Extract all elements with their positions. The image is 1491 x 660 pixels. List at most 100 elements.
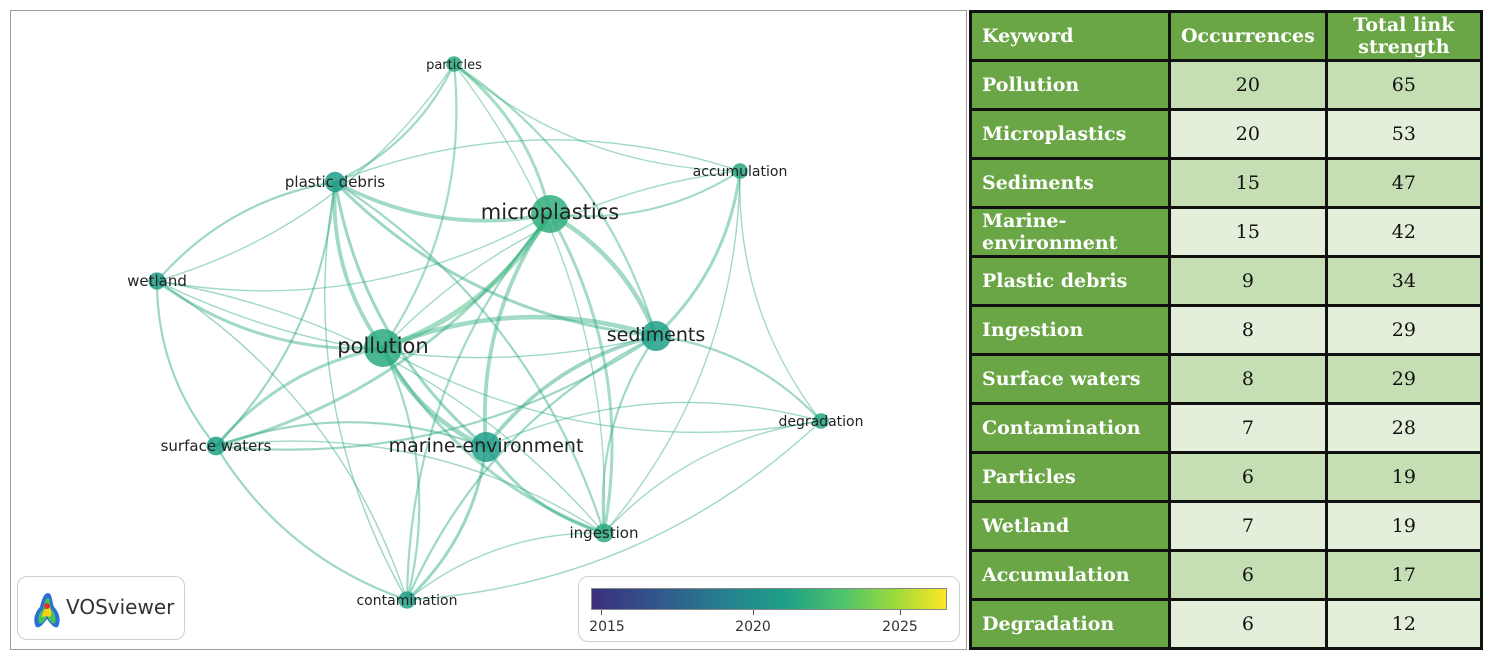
header-occurrences: Occurrences [1168, 10, 1328, 62]
network-link [324, 181, 408, 601]
network-link [381, 347, 605, 535]
network-link [156, 280, 605, 534]
node-label-particles: particles [426, 58, 482, 73]
node-label-microplastics: microplastics [481, 200, 619, 224]
link-strength-cell: 65 [1324, 59, 1484, 111]
network-link [214, 346, 384, 447]
network-link [156, 213, 551, 292]
network-link [333, 181, 487, 449]
network-link [485, 401, 822, 448]
occurrences-cell: 15 [1168, 157, 1328, 209]
node-pollution[interactable] [364, 329, 402, 367]
network-links [155, 62, 822, 602]
occurrences-cell: 9 [1168, 255, 1328, 307]
occurrences-cell: 6 [1168, 598, 1328, 650]
keyword-cell: Wetland [969, 500, 1171, 552]
network-link [484, 334, 657, 449]
occurrences-cell: 7 [1168, 402, 1328, 454]
link-strength-cell: 34 [1324, 255, 1484, 307]
scale-label-2015: 2015 [589, 619, 625, 635]
network-link [549, 170, 741, 218]
occurrences-cell: 6 [1168, 549, 1328, 601]
year-gradient-bar [591, 588, 947, 610]
network-link [482, 212, 552, 448]
node-wetland[interactable] [148, 272, 166, 290]
table-row: Particles 6 19 [969, 451, 1484, 503]
keyword-cell: Contamination [969, 402, 1171, 454]
node-ingestion[interactable] [594, 523, 614, 543]
node-plastic-debris[interactable] [324, 171, 346, 193]
network-link [406, 420, 822, 601]
occurrences-cell: 6 [1168, 451, 1328, 503]
keyword-table: Keyword Occurrences Total link strength … [969, 10, 1484, 650]
link-strength-cell: 17 [1324, 549, 1484, 601]
table-row: Surface waters 8 29 [969, 353, 1484, 405]
scale-tick-2025 [900, 610, 901, 615]
occurrences-cell: 20 [1168, 59, 1328, 111]
node-label-ingestion: ingestion [570, 524, 639, 542]
table-row: Wetland 7 19 [969, 500, 1484, 552]
network-link [215, 440, 605, 534]
table-row: Plastic debris 9 34 [969, 255, 1484, 307]
node-contamination[interactable] [398, 591, 416, 609]
network-link [215, 181, 337, 447]
node-microplastics[interactable] [531, 195, 569, 233]
link-strength-cell: 28 [1324, 402, 1484, 454]
node-particles[interactable] [446, 56, 462, 72]
network-link [603, 420, 822, 534]
scale-label-2025: 2025 [882, 619, 918, 635]
link-strength-cell: 42 [1324, 206, 1484, 258]
keyword-cell: Surface waters [969, 353, 1171, 405]
network-link [382, 314, 657, 351]
link-strength-cell: 29 [1324, 304, 1484, 356]
table-row: Contamination 7 28 [969, 402, 1484, 454]
node-label-sediments: sediments [607, 324, 706, 346]
node-degradation[interactable] [813, 413, 829, 429]
network-link [215, 335, 657, 451]
network-link [548, 213, 614, 534]
network-link [156, 280, 408, 601]
network-link [453, 62, 552, 215]
network-link [405, 213, 551, 601]
table-header-row: Keyword Occurrences Total link strength [969, 10, 1484, 62]
node-label-plastic-debris: plastic debris [285, 173, 385, 191]
network-link [155, 280, 217, 447]
keyword-cell: Pollution [969, 59, 1171, 111]
occurrences-cell: 20 [1168, 108, 1328, 160]
occurrences-cell: 7 [1168, 500, 1328, 552]
network-link [484, 446, 605, 535]
table-row: Ingestion 8 29 [969, 304, 1484, 356]
table-row: Sediments 15 47 [969, 157, 1484, 209]
keyword-cell: Sediments [969, 157, 1171, 209]
header-keyword: Keyword [969, 10, 1171, 62]
keyword-cell: Marine-environment [969, 206, 1171, 258]
network-link [382, 63, 458, 349]
keyword-cell: Degradation [969, 598, 1171, 650]
network-link [382, 347, 822, 434]
table-row: Accumulation 6 17 [969, 549, 1484, 601]
link-strength-cell: 12 [1324, 598, 1484, 650]
link-strength-cell: 19 [1324, 451, 1484, 503]
vosviewer-logo: VOSviewer [17, 576, 185, 640]
network-link [332, 181, 385, 350]
node-label-accumulation: accumulation [693, 164, 788, 180]
node-label-pollution: pollution [337, 334, 428, 358]
network-link [215, 445, 408, 602]
link-strength-cell: 19 [1324, 500, 1484, 552]
node-marine-environment[interactable] [471, 432, 501, 462]
link-strength-cell: 29 [1324, 353, 1484, 405]
node-accumulation[interactable] [732, 163, 748, 179]
node-label-degradation: degradation [778, 414, 863, 430]
table-row: Degradation 6 12 [969, 598, 1484, 650]
node-sediments[interactable] [641, 321, 671, 351]
keyword-cell: Accumulation [969, 549, 1171, 601]
network-nodes: particles accumulation plastic debris micro… [127, 56, 864, 609]
keyword-network-panel: particles accumulation plastic debris micro… [10, 10, 967, 650]
node-surface-waters[interactable] [206, 436, 226, 456]
network-link [333, 180, 657, 338]
keyword-cell: Plastic debris [969, 255, 1171, 307]
network-link [453, 63, 658, 337]
network-link [215, 421, 487, 449]
occurrences-cell: 15 [1168, 206, 1328, 258]
table-row: Marine-environment 15 42 [969, 206, 1484, 258]
